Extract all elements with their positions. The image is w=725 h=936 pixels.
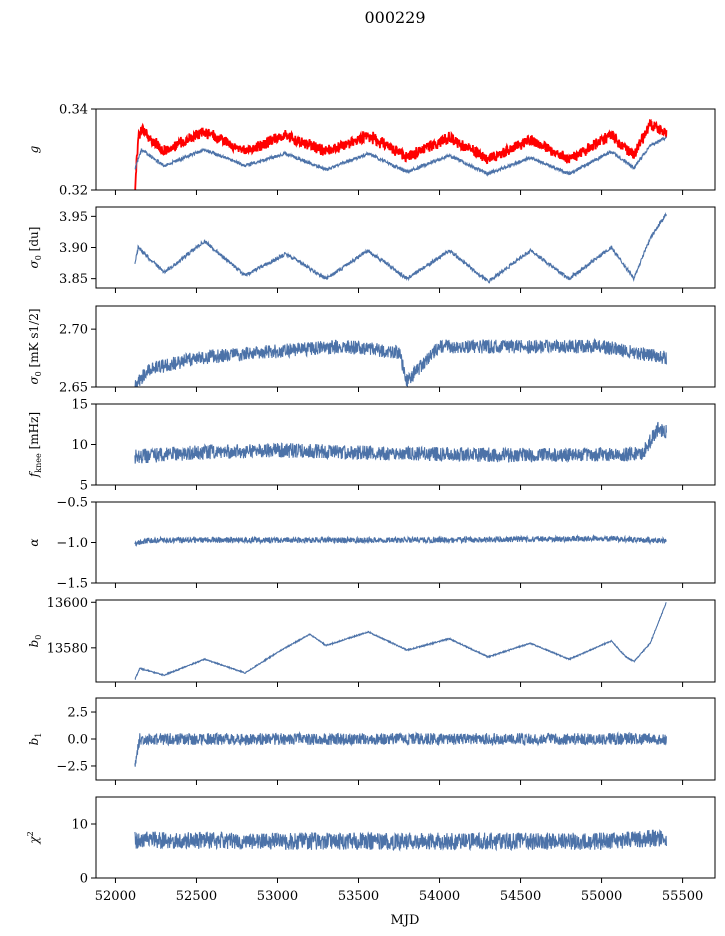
x-tick-label: 52500 [176,889,217,904]
x-axis-label: MJD [391,913,420,928]
y-tick-label: 3.95 [59,210,88,225]
panel-chi2: 0 10 χ2 [26,796,716,887]
y-tick-label: 3.90 [59,241,88,256]
y-tick-label: −1.0 [56,536,88,551]
series-line-g-red [134,118,668,190]
y-axis-label-b1: b1 [27,733,43,746]
y-tick-label: 15 [71,398,88,413]
y-tick-label: 3.85 [59,272,88,287]
y-tick-label: 0.32 [59,184,88,199]
panels: 0.32 0.34 g 3.85 3.90 3.95 σ0 [du] 2.65 2.70 σ0 [… [26,103,716,887]
y-axis-label-fknee: fknee [mHz] [27,412,43,478]
series-line-alpha-blue [134,534,667,547]
y-axis-label-sigma0_mk: σ0 [mK s1/2] [27,308,43,384]
y-tick-label: 10 [71,438,88,453]
x-tick-label: 54500 [500,889,541,904]
series-line-sigma0_du-blue [134,212,667,284]
panel-b1: −2.5 0.0 2.5 b1 [27,697,716,785]
panel-sigma0_du: 3.85 3.90 3.95 σ0 [du] [27,206,716,293]
y-axis-label-g: g [27,145,41,153]
panel-fknee: 5 10 15 fknee [mHz] [27,398,716,494]
y-axis-label-sigma0_du: σ0 [du] [27,227,43,269]
x-tick-label: 55000 [581,889,622,904]
x-tick-label: 53500 [338,889,379,904]
y-tick-label: 2.5 [67,706,88,721]
y-tick-label: 13600 [47,596,88,611]
y-tick-label: 0 [80,872,88,887]
y-tick-label: 0.0 [67,733,88,748]
axes-frame-chi2 [95,796,716,879]
series-line-b1-blue [134,730,667,767]
y-tick-label: −2.5 [56,759,88,774]
panel-g: 0.32 0.34 g [27,103,716,199]
series-line-chi2-blue [134,829,667,852]
axes-frame-sigma0_mk [95,305,716,388]
axes-frame-b0 [95,599,716,683]
y-tick-label: 10 [71,818,88,833]
series-line-fknee-blue [134,421,667,464]
axes-frame-sigma0_du [95,206,716,289]
panel-sigma0_mk: 2.65 2.70 σ0 [mK s1/2] [27,305,716,396]
y-axis-label-b0: b0 [27,635,43,648]
figure-title: 000229 [364,8,425,27]
axes-frame-fknee [95,403,716,486]
y-tick-label: −1.5 [56,577,88,592]
y-tick-label: −0.5 [56,496,88,511]
y-tick-label: 2.65 [59,381,88,396]
x-tick-label: 52000 [95,889,136,904]
y-tick-label: 13580 [47,641,88,656]
axes-frame-g [95,108,716,191]
series-line-g-blue [134,135,667,177]
x-tick-label: 55500 [662,889,703,904]
y-tick-label: 5 [80,479,88,494]
y-tick-label: 0.34 [59,103,88,118]
y-axis-label-alpha: α [27,538,41,546]
panel-b0: 13580 13600 b0 [27,596,716,687]
panel-alpha: −1.5 −1.0 −0.5 α [27,496,716,592]
x-tick-label: 54000 [419,889,460,904]
x-axis: 52000 52500 53000 53500 54000 54500 55000 55500 [95,889,704,904]
series-line-b0-blue [134,601,667,680]
x-tick-label: 53000 [257,889,298,904]
series-line-sigma0_mk-blue [134,337,667,387]
y-tick-label: 2.70 [59,323,88,338]
y-axis-label-chi2: χ2 [26,831,41,844]
